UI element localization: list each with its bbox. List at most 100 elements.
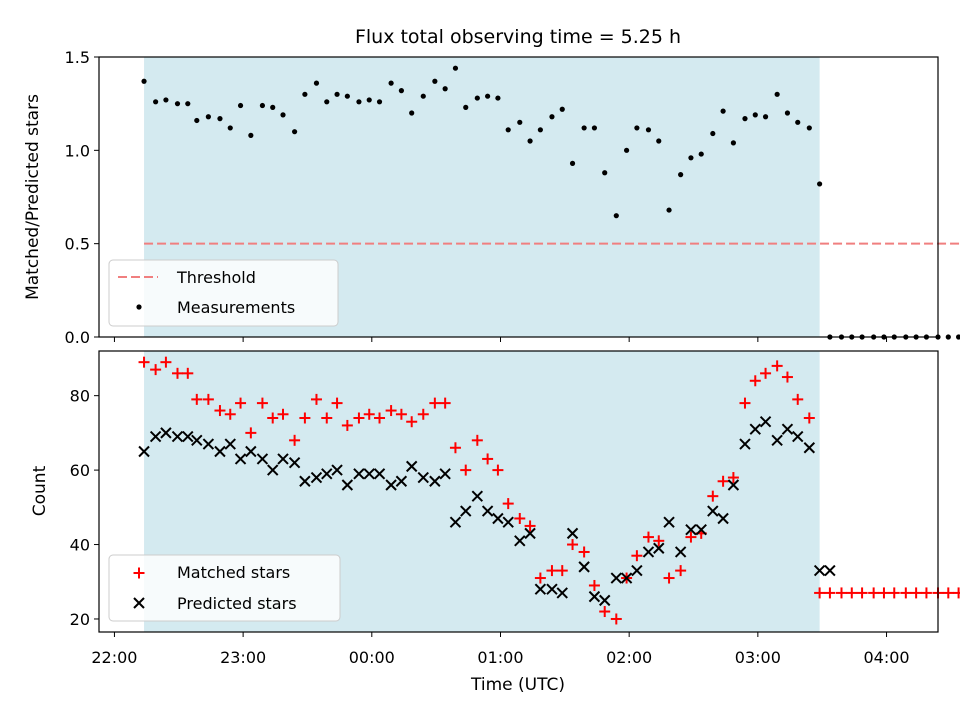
x-tick-label: 01:00: [477, 648, 523, 667]
matched-star-point: [631, 550, 643, 562]
matched-star-point: [439, 397, 451, 409]
matched-star-point: [888, 587, 900, 599]
predicted-star-point: [620, 572, 633, 584]
predicted-star-point: [813, 564, 826, 577]
matched-star-point: [588, 579, 600, 591]
measurement-point: [420, 93, 426, 99]
x-tick-label: 02:00: [606, 648, 652, 667]
predicted-star-point: [385, 479, 397, 491]
matched-star-point: [417, 408, 429, 420]
predicted-star-point: [224, 438, 236, 450]
predicted-star-point: [321, 468, 333, 480]
matched-star-point: [502, 498, 514, 510]
predicted-star-point: [160, 427, 172, 439]
measurement-point: [302, 91, 308, 97]
matched-star-point: [685, 531, 697, 543]
bottom-y-tick-label: 60: [70, 461, 90, 480]
matched-star-point: [150, 364, 162, 376]
predicted-star-point: [803, 442, 816, 454]
matched-star-point: [277, 408, 289, 420]
matched-star-point: [267, 412, 279, 424]
matched-star-point: [567, 539, 579, 551]
matched-star-point: [707, 490, 719, 502]
matched-star-point: [182, 367, 194, 379]
matched-star-point: [727, 472, 739, 484]
matched-star-point: [406, 416, 418, 428]
predicted-star-point: [749, 423, 761, 435]
measurement-point: [698, 151, 704, 157]
x-tick-label: 23:00: [220, 648, 266, 667]
predicted-star-point: [739, 438, 751, 450]
x-tick-label: 00:00: [349, 648, 395, 667]
bottom-panel: 20 40 60 80 Count 22:00 23:00 00:00 01:00 02:00…: [30, 350, 960, 695]
measurement-point: [710, 130, 716, 137]
bottom-y-tick-label: 40: [70, 536, 90, 555]
matched-star-point: [245, 427, 257, 439]
predicted-star-point: [524, 527, 536, 540]
measurement-point: [730, 140, 736, 146]
measurement-point: [591, 125, 598, 131]
matched-star-point: [717, 475, 729, 487]
matched-star-point: [824, 587, 836, 599]
measurement-point: [376, 99, 383, 105]
measurement-point: [324, 99, 330, 105]
matched-star-point: [663, 572, 675, 584]
matched-star-point: [835, 587, 847, 599]
measurement-point: [527, 138, 533, 144]
predicted-star-point: [331, 464, 343, 476]
predicted-star-point: [341, 479, 354, 491]
predicted-star-point: [171, 430, 184, 443]
predicted-star-point: [245, 445, 257, 458]
matched-star-point: [482, 453, 494, 465]
matched-star-point: [760, 367, 772, 379]
legend-matched-label: Matched stars: [177, 563, 290, 582]
predicted-star-point: [771, 434, 783, 447]
measurement-point: [623, 147, 630, 153]
measurement-point: [613, 213, 619, 219]
measurement-point: [666, 207, 672, 213]
legend-predicted-label: Predicted stars: [177, 594, 297, 613]
measurement-point: [163, 97, 169, 103]
predicted-star-point: [417, 471, 429, 484]
predicted-star-point: [395, 475, 408, 487]
measurement-point: [559, 106, 565, 112]
measurement-point: [153, 99, 159, 105]
measurement-point: [752, 112, 758, 118]
top-legend-box: [108, 259, 339, 327]
measurement-point: [581, 125, 587, 131]
predicted-star-point: [191, 434, 203, 447]
measurement-point: [217, 116, 223, 122]
predicted-star-point: [685, 523, 697, 536]
top-y-tick-label: 0.5: [65, 235, 90, 254]
legend-measurements-swatch: [136, 304, 142, 310]
matched-star-point: [171, 367, 183, 379]
predicted-star-point: [792, 430, 804, 443]
matched-star-point: [953, 587, 960, 599]
predicted-star-point: [288, 456, 301, 469]
measurement-point: [569, 160, 576, 166]
measurement-point: [398, 88, 405, 94]
top-y-axis-label: Matched/Predicted stars: [23, 94, 43, 300]
top-panel: 0.0 0.5 1.0 1.5 Matched/Predicted stars Thr…: [23, 48, 960, 347]
measurement-point: [720, 108, 726, 114]
matched-star-point: [556, 565, 568, 577]
measurement-point: [784, 110, 791, 116]
measurement-point: [485, 93, 491, 99]
x-tick-label: 04:00: [863, 648, 909, 667]
predicted-star-point: [373, 468, 386, 480]
top-legend: Threshold Measurements: [108, 259, 339, 327]
predicted-star-point: [429, 475, 441, 487]
measurement-point: [409, 110, 415, 116]
matched-star-point: [781, 371, 793, 383]
matched-star-point: [321, 412, 333, 424]
measurement-point: [945, 334, 951, 340]
predicted-star-point: [653, 542, 665, 554]
matched-star-point: [374, 412, 386, 424]
predicted-star-point: [182, 430, 194, 443]
matched-star-point: [739, 397, 751, 409]
predicted-star-point: [256, 453, 269, 465]
measurement-point: [334, 91, 340, 97]
measurement-point: [678, 172, 684, 178]
matched-star-point: [920, 587, 932, 599]
measurement-point: [248, 132, 254, 138]
